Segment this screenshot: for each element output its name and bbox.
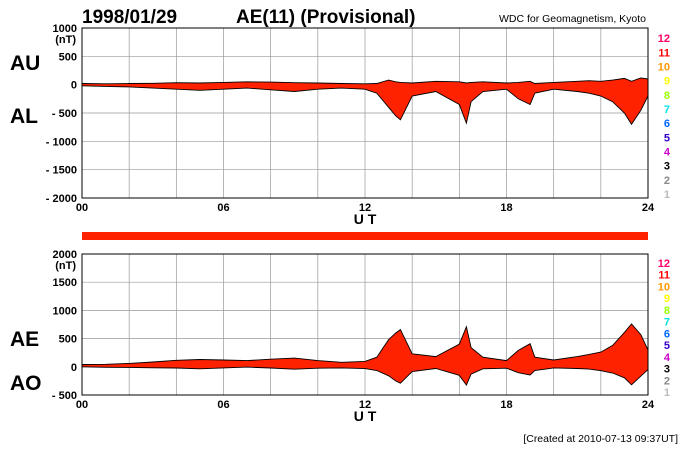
x-tick-label: 06 [217, 399, 229, 411]
y-tick-label: - 500 [52, 390, 77, 402]
station-count-label: 9 [664, 76, 670, 88]
station-count-label: 11 [658, 47, 670, 59]
x-axis-label: U T [354, 408, 377, 424]
x-tick-label: 12 [359, 202, 371, 214]
station-count-label: 5 [664, 340, 670, 352]
series-area-0 [82, 77, 648, 125]
station-count-label: 3 [664, 161, 670, 173]
series-label-au: AU [10, 52, 40, 75]
x-tick-label: 12 [359, 399, 371, 411]
created-timestamp: [Created at 2010-07-13 09:37UT] [523, 433, 678, 445]
station-count-label: 6 [664, 118, 670, 130]
station-count-label: 4 [664, 146, 671, 158]
plot-frame [81, 253, 649, 396]
station-count-label: 12 [658, 258, 670, 270]
station-count-label: 4 [664, 352, 671, 364]
station-count-label: 1 [664, 387, 670, 399]
station-count-label: 10 [658, 61, 670, 73]
series-line-ae [81, 323, 649, 365]
station-count-label: 2 [664, 375, 670, 387]
series-label-al: AL [10, 105, 38, 128]
x-tick-label: 06 [217, 202, 229, 214]
y-unit-label: (nT) [55, 260, 76, 272]
series-label-ae: AE [10, 328, 39, 351]
y-tick-label: - 1500 [46, 165, 77, 177]
station-count-label: 8 [664, 90, 670, 102]
series-line-au [81, 77, 649, 85]
y-tick-label: 0 [71, 80, 77, 92]
station-count-label: 11 [658, 270, 670, 282]
station-count-label: 10 [658, 281, 670, 293]
station-count-label: 3 [664, 364, 670, 376]
series-label-ao: AO [10, 372, 42, 395]
date-label: 1998/01/29 [82, 7, 177, 28]
y-tick-label: - 1000 [46, 136, 77, 148]
y-unit-label: (nT) [55, 34, 76, 46]
station-count-label: 8 [664, 305, 670, 317]
x-tick-label: 00 [76, 399, 88, 411]
station-count-label: 1 [664, 189, 670, 201]
y-tick-label: 500 [59, 51, 77, 63]
y-tick-label: 0 [71, 362, 77, 374]
y-tick-label: 1000 [53, 305, 77, 317]
station-count-label: 12 [658, 33, 670, 45]
station-count-label: 9 [664, 293, 670, 305]
x-tick-label: 18 [500, 202, 512, 214]
x-tick-label: 18 [500, 399, 512, 411]
chart-title: AE(11) (Provisional) [236, 7, 416, 28]
station-count-label: 2 [664, 175, 670, 187]
plot-frame [81, 27, 649, 199]
y-tick-label: - 500 [52, 108, 77, 120]
y-tick-label: 2000 [53, 249, 77, 261]
y-tick-label: - 2000 [46, 193, 77, 205]
x-tick-label: 24 [642, 202, 655, 214]
station-count-label: 6 [664, 328, 670, 340]
y-tick-label: 1500 [53, 277, 77, 289]
station-count-label: 7 [664, 317, 670, 329]
x-tick-label: 00 [76, 202, 88, 214]
source-label: WDC for Geomagnetism, Kyoto [499, 13, 646, 25]
data-status-bar [82, 232, 648, 240]
x-tick-label: 24 [642, 399, 655, 411]
station-count-label: 7 [664, 104, 670, 116]
x-axis-label: U T [354, 211, 377, 227]
y-tick-label: 1000 [53, 23, 77, 35]
series-line-ao [81, 366, 649, 387]
series-line-al [81, 85, 649, 126]
y-tick-label: 500 [59, 334, 77, 346]
station-count-label: 5 [664, 132, 670, 144]
